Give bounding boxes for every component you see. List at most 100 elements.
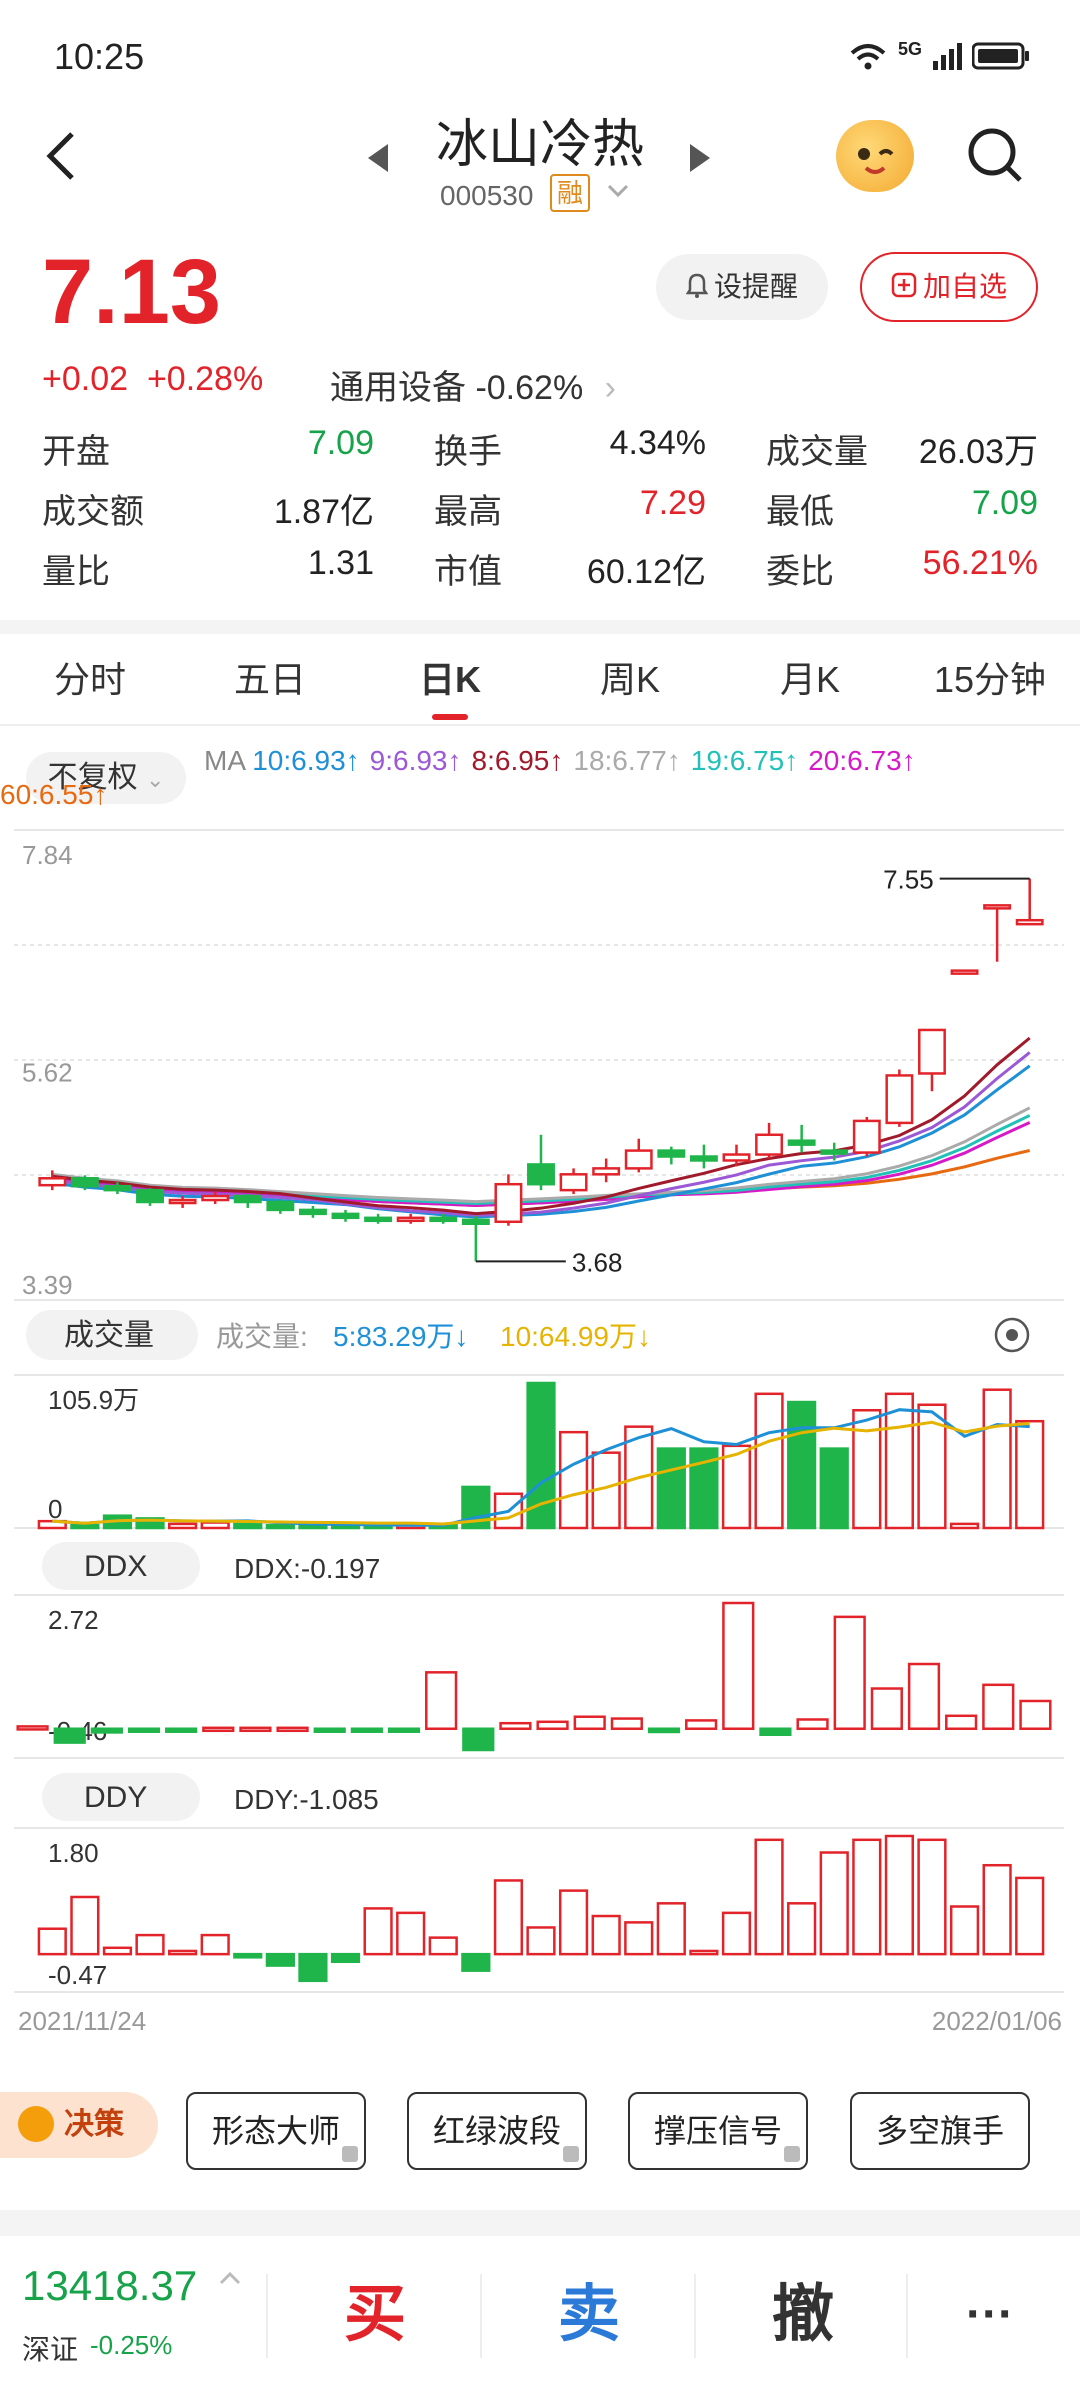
more-button[interactable]: ··· [966, 2288, 1014, 2341]
decision-label: 决策 [64, 2108, 124, 2141]
stat-value: 4.34% [609, 423, 706, 462]
tab-divider [0, 724, 1080, 726]
adjust-selector[interactable]: 不复权 ⌄ [26, 752, 186, 804]
mascot-icon[interactable] [836, 120, 914, 192]
tab-4[interactable]: 月K [779, 659, 840, 700]
candle [494, 1182, 523, 1224]
tool-button-1[interactable]: 红绿波段 [407, 2092, 587, 2170]
cancel-order-button[interactable]: 撤 [771, 2280, 834, 2349]
network-type: 5G [897, 38, 922, 59]
ddy-bar [754, 1838, 784, 1956]
ddy-bar [787, 1902, 817, 1956]
stat-item: 委比 56.21% [706, 544, 1038, 593]
prev-stock-arrow-icon[interactable] [368, 144, 388, 172]
sector-link[interactable]: 通用设备 -0.62% › [330, 360, 616, 409]
tool-button-0[interactable]: 形态大师 [186, 2092, 366, 2170]
volume-bar [70, 1524, 100, 1530]
buy-button[interactable]: 买 [343, 2280, 406, 2349]
ddy-selector [42, 1773, 200, 1821]
ddy-bar [949, 1905, 980, 1956]
ddy-bar [265, 1952, 295, 1967]
kline-chart[interactable]: 7.84 5.62 3.39 7.55 3.68 成交量 成交量: 5:83.29万↓ 10:6… [0, 820, 1080, 2050]
stats-row: 量比 1.31 市值 60.12亿 委比 56.21% [42, 538, 1038, 598]
stat-label: 最低 [766, 492, 834, 531]
bottom-divider [694, 2274, 696, 2358]
volume-y-top: 105.9万 [48, 1385, 139, 1415]
chevron-down-icon[interactable] [606, 180, 630, 208]
tab-2[interactable]: 日K [360, 640, 540, 724]
bell-icon [685, 256, 709, 322]
tool-button-label: 红绿波段 [432, 2113, 561, 2149]
stat-label: 委比 [766, 552, 834, 591]
ddx-bar [53, 1727, 86, 1744]
date-end: 2022/01/06 [932, 2006, 1062, 2036]
add-watchlist-button[interactable]: 加自选 [860, 252, 1038, 322]
ddx-bar [276, 1726, 309, 1733]
tab-0[interactable]: 分时 [53, 659, 126, 700]
current-price: 7.13 [42, 241, 222, 343]
tool-button-3[interactable]: 多空旗手 [850, 2092, 1030, 2170]
period-tabs: 分时 五日 日K 周K 月K 15分钟 [0, 640, 1080, 724]
volume-bar [949, 1522, 980, 1530]
ddy-bar [526, 1926, 556, 1956]
ddy-bar [396, 1911, 426, 1956]
stat-item: 最高 7.29 [374, 484, 706, 533]
ddx-bar [833, 1615, 866, 1730]
ddy-bar [884, 1834, 914, 1956]
tab-5[interactable]: 15分钟 [933, 659, 1047, 700]
set-alert-label: 设提醒 [713, 271, 798, 302]
ddy-y-bottom: -0.47 [48, 1960, 107, 1990]
candle [331, 1212, 360, 1220]
margin-badge: 融 [550, 174, 590, 212]
lock-icon [342, 2146, 358, 2162]
sell-button[interactable]: 卖 [557, 2280, 620, 2349]
tool-button-2[interactable]: 撑压信号 [628, 2092, 808, 2170]
candle [70, 1177, 99, 1188]
search-button[interactable] [966, 126, 1024, 184]
candle [755, 1133, 784, 1156]
candle [38, 1177, 67, 1187]
ddx-selector-label: DDX [84, 1550, 147, 1583]
stat-item: 开盘 7.09 [42, 424, 374, 473]
ddx-y-top: 2.72 [48, 1605, 99, 1635]
chevron-down-icon: ⌄ [145, 767, 165, 792]
ddx-bar [536, 1720, 569, 1730]
tab-1[interactable]: 五日 [233, 659, 306, 700]
candle [201, 1194, 230, 1202]
ddy-bar [591, 1914, 621, 1956]
volume-bar [754, 1392, 784, 1530]
index-change: -0.25% [90, 2330, 173, 2360]
candle [136, 1188, 164, 1204]
bottom-divider [480, 2274, 482, 2358]
stock-code: 000530 [440, 180, 534, 211]
stat-value: 56.21% [922, 543, 1038, 582]
bottom-divider [266, 2274, 268, 2358]
next-stock-arrow-icon[interactable] [690, 144, 710, 172]
candle [396, 1216, 425, 1223]
chevron-up-icon[interactable] [218, 2268, 242, 2293]
back-button[interactable] [42, 126, 86, 186]
ddy-bar [428, 1936, 458, 1956]
candle [918, 1028, 946, 1075]
battery-icon [972, 42, 1029, 70]
ddy-bar [168, 1949, 198, 1956]
candle [657, 1149, 686, 1158]
ddx-bar [499, 1721, 532, 1730]
ddy-y-top: 1.80 [48, 1838, 99, 1868]
ddx-bar [945, 1714, 978, 1730]
ddy-bar [298, 1952, 328, 1983]
status-time: 10:25 [54, 36, 145, 77]
stat-value: 60.12亿 [586, 552, 706, 591]
tab-3[interactable]: 周K [599, 659, 660, 700]
date-start: 2021/11/24 [18, 2006, 146, 2036]
volume-bar [135, 1517, 165, 1530]
index-value[interactable]: 13418.37 [22, 2262, 198, 2309]
set-alert-button[interactable]: 设提醒 [656, 254, 828, 320]
ddx-bar [796, 1718, 829, 1730]
volume-ma10-line [52, 1420, 1030, 1526]
ddy-selector-label: DDY [84, 1781, 147, 1814]
status-bar: 10:25 5G [0, 0, 1080, 110]
volume-bar [624, 1425, 654, 1530]
bottom-separator [0, 2210, 1080, 2236]
stats-row: 开盘 7.09 换手 4.34% 成交量 26.03万 [42, 418, 1038, 478]
